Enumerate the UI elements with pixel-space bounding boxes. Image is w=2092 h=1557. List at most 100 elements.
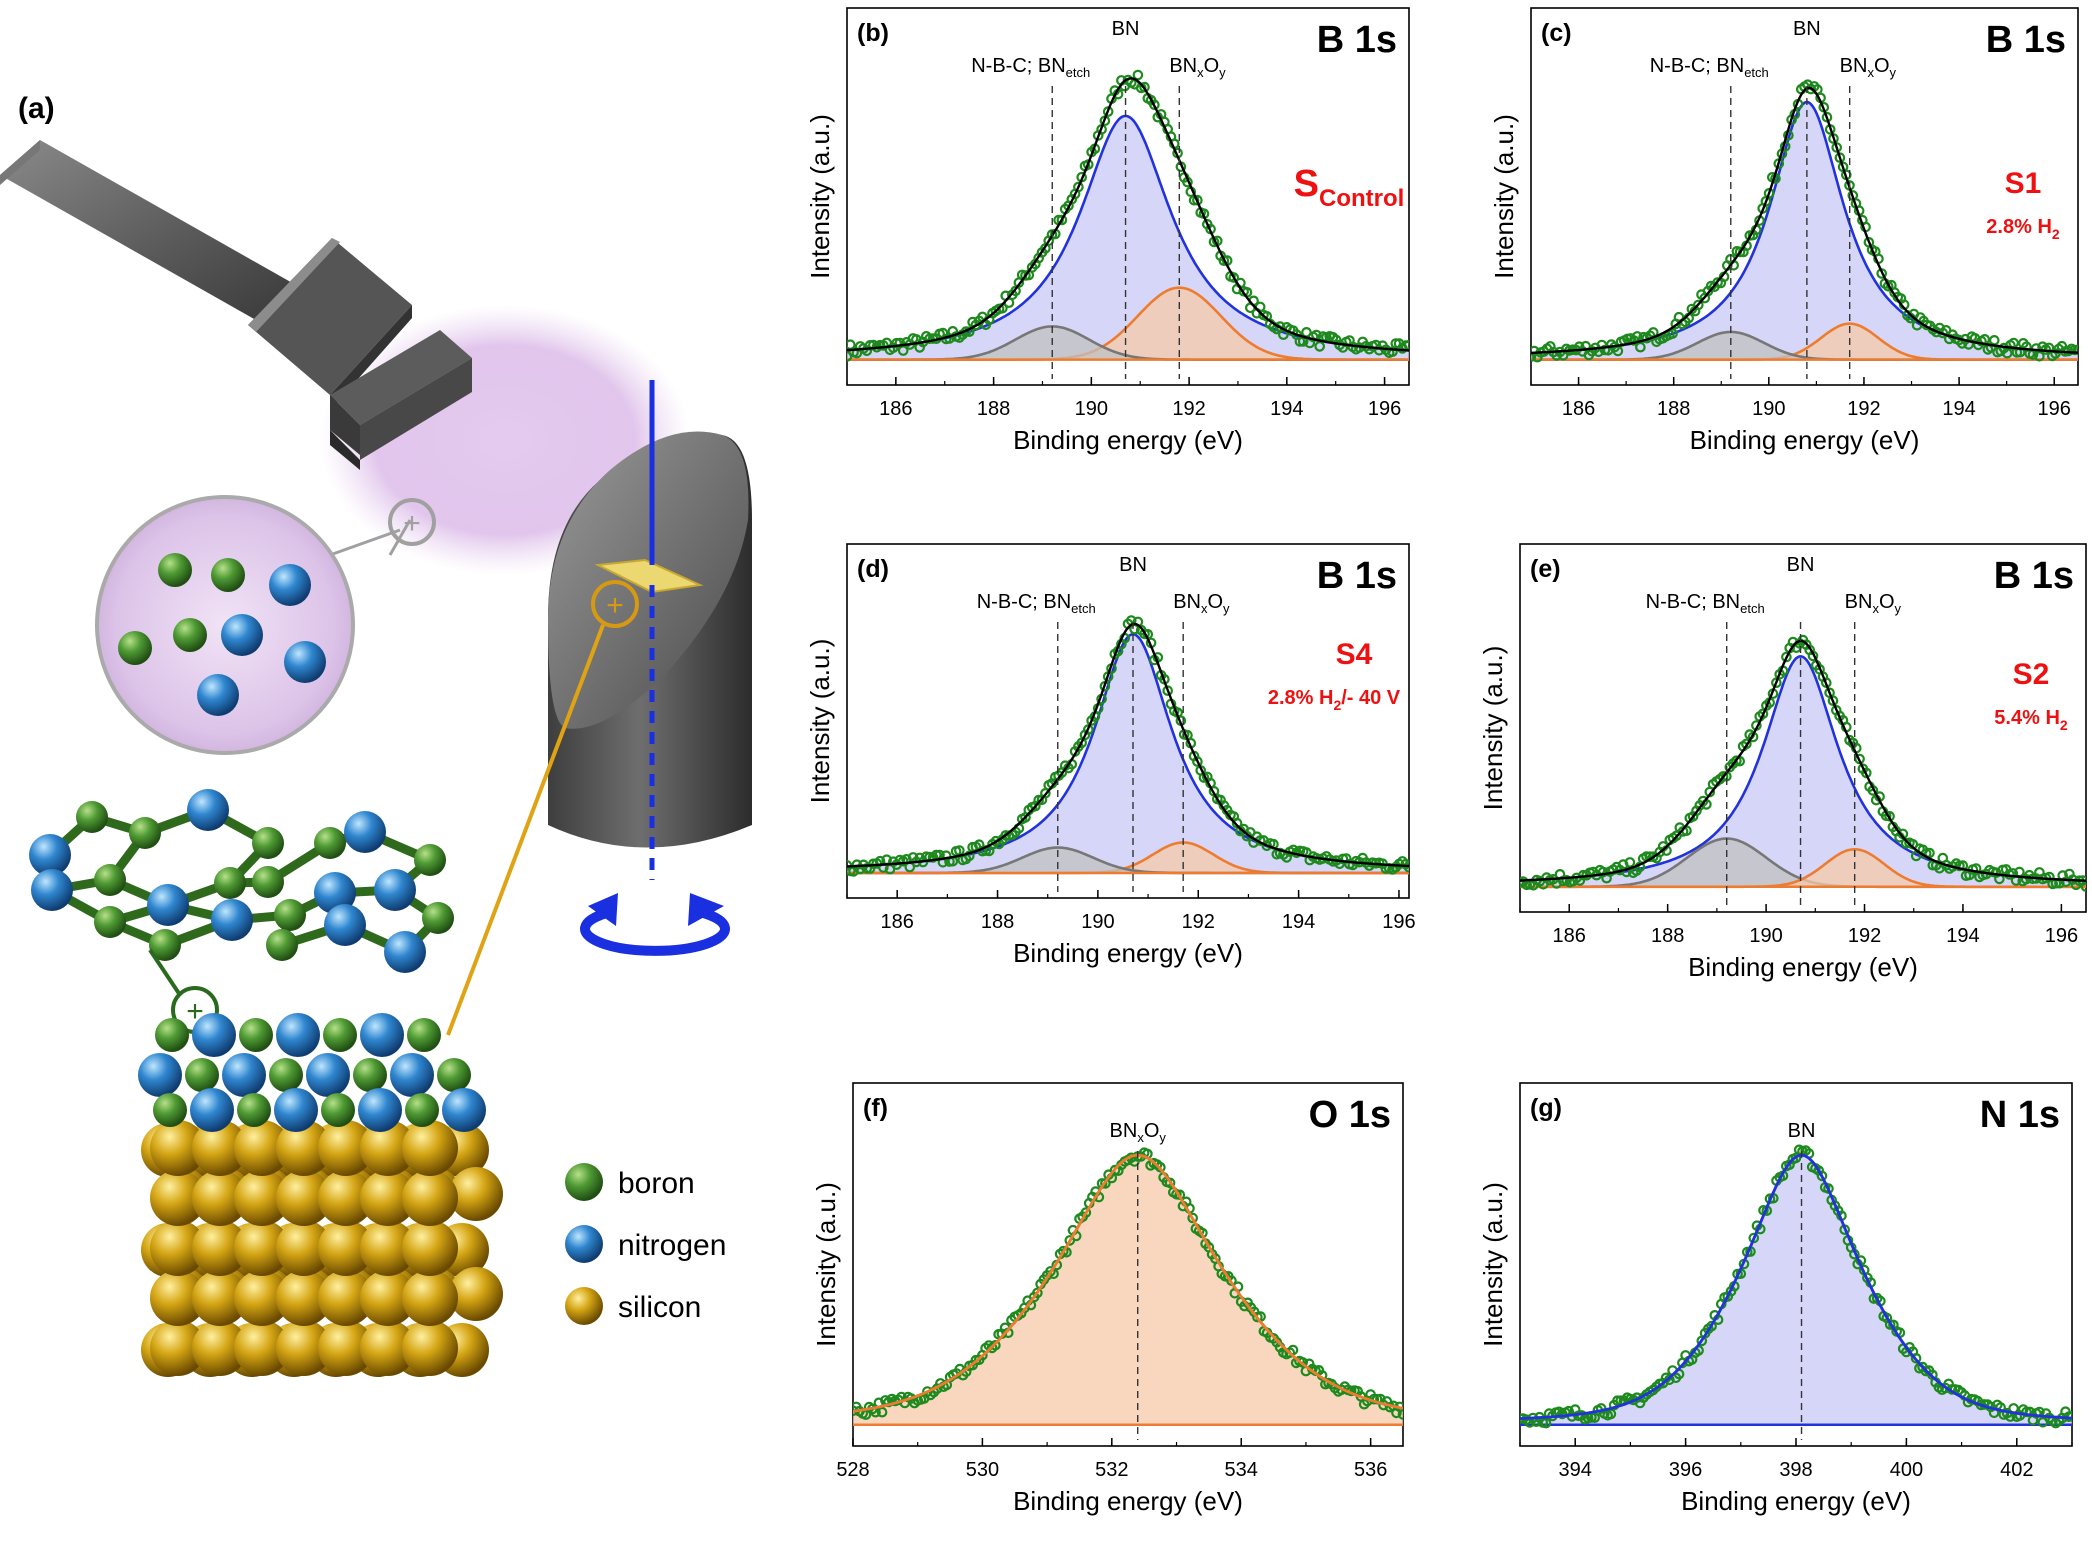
core-level-title: B 1s bbox=[1986, 19, 2066, 61]
peak-label-sub: x bbox=[1197, 65, 1204, 80]
condition-sub: 2 bbox=[2052, 226, 2060, 242]
data-point bbox=[1080, 1207, 1092, 1218]
component-fill bbox=[853, 1155, 1403, 1425]
peak-label-main: N-B-C; BN bbox=[971, 55, 1065, 77]
x-tick-label: 192 bbox=[1848, 925, 1881, 947]
x-tick-label: 194 bbox=[1942, 398, 1975, 420]
boron-atom bbox=[94, 864, 126, 896]
data-point bbox=[1192, 756, 1203, 767]
silicon-atom bbox=[192, 1320, 248, 1376]
envelope-fit bbox=[1520, 639, 2086, 882]
growth-condition: 2.8% H2/- 40 V bbox=[1268, 687, 1401, 713]
data-point bbox=[1741, 738, 1752, 750]
x-axis-label: Binding energy (eV) bbox=[1013, 425, 1243, 455]
boron-atom bbox=[158, 553, 192, 587]
x-axis-ticks: 186 188 190 192 194 196 bbox=[846, 377, 1401, 420]
data-point bbox=[1816, 1170, 1828, 1182]
condition-main: 2.8% H bbox=[1986, 216, 2052, 238]
silicon-atom bbox=[402, 1120, 458, 1176]
x-tick-label: 530 bbox=[966, 1459, 999, 1481]
chart-g: 394 396 398 400 402 Binding energy (eV) Intens… bbox=[1478, 1082, 2073, 1516]
data-point bbox=[1403, 339, 1409, 351]
plot-area bbox=[1520, 1144, 2072, 1429]
nitrogen-atom bbox=[222, 1053, 266, 1097]
x-tick-label: 192 bbox=[1172, 398, 1205, 420]
component-fill bbox=[1531, 102, 2078, 360]
boron-atom bbox=[407, 1018, 441, 1052]
data-points bbox=[1520, 1144, 2072, 1429]
data-point bbox=[1149, 99, 1160, 111]
peak-label-main: BN bbox=[1169, 55, 1197, 77]
silicon-atom bbox=[192, 1170, 248, 1226]
x-tick-label: 196 bbox=[2045, 925, 2078, 947]
condition-sub: 2 bbox=[1333, 697, 1341, 713]
data-point bbox=[1403, 862, 1409, 873]
boron-atom bbox=[252, 827, 284, 859]
component-fill bbox=[1531, 323, 2078, 360]
nitrogen-atom bbox=[138, 1053, 182, 1097]
boron-atom bbox=[149, 929, 181, 961]
sample-name-main: S4 bbox=[1336, 638, 1373, 671]
x-tick-label: 188 bbox=[977, 398, 1010, 420]
silicon-atom bbox=[192, 1120, 248, 1176]
boron-atom bbox=[155, 1018, 189, 1052]
nitrogen-atom bbox=[306, 1053, 350, 1097]
core-level-title: B 1s bbox=[1317, 19, 1397, 61]
nitrogen-legend-swatch bbox=[565, 1225, 603, 1263]
peak-label-main: N-B-C; BN bbox=[977, 591, 1071, 613]
data-point bbox=[1162, 685, 1173, 696]
x-tick-label: 194 bbox=[1270, 398, 1303, 420]
x-tick-label: 394 bbox=[1559, 1459, 1592, 1481]
nitrogen-atom bbox=[284, 641, 326, 683]
sample-name: SControl bbox=[1294, 163, 1405, 212]
x-tick-label: 194 bbox=[1946, 925, 1979, 947]
boron-atom bbox=[94, 906, 126, 938]
envelope-fit bbox=[1531, 86, 2078, 355]
boron-atom bbox=[314, 827, 346, 859]
lattice-connector bbox=[148, 948, 182, 997]
peak-label: N-B-C; BNetch bbox=[971, 55, 1090, 80]
silicon-atom bbox=[150, 1220, 206, 1276]
x-tick-label: 192 bbox=[1182, 911, 1215, 933]
silicon-atom bbox=[402, 1320, 458, 1376]
peak-label: BNxOy bbox=[1840, 55, 1897, 80]
peak-label: N-B-C; BNetch bbox=[1646, 591, 1765, 616]
x-tick-label: 190 bbox=[1081, 911, 1114, 933]
peak-label-tail: O bbox=[1204, 55, 1220, 77]
boron-atom bbox=[252, 866, 284, 898]
envelope-fit bbox=[1520, 1153, 2072, 1420]
x-axis-label: Binding energy (eV) bbox=[1013, 938, 1243, 968]
peak-label: BN bbox=[1793, 18, 1821, 40]
hbn-lattice bbox=[29, 789, 454, 973]
boron-atom bbox=[185, 1058, 219, 1092]
peak-label: N-B-C; BNetch bbox=[1650, 55, 1769, 80]
component-fill bbox=[847, 116, 1409, 360]
x-tick-label: 190 bbox=[1752, 398, 1785, 420]
data-point bbox=[1631, 331, 1643, 342]
peak-label-sub2: y bbox=[1895, 601, 1902, 616]
sample-name-main: S2 bbox=[2013, 658, 2050, 691]
x-tick-label: 190 bbox=[1075, 398, 1108, 420]
silicon-atom bbox=[318, 1270, 374, 1326]
nitrogen-atom bbox=[314, 872, 356, 914]
silicon-atom bbox=[234, 1120, 290, 1176]
peak-label-main: BN bbox=[1840, 55, 1868, 77]
component-fill bbox=[1520, 656, 2086, 887]
peak-label-sub: x bbox=[1137, 1130, 1144, 1145]
silicon-atom bbox=[402, 1270, 458, 1326]
peak-label-main: BN bbox=[1112, 18, 1140, 40]
substrate-chip bbox=[594, 558, 704, 594]
xps-panels: 186 188 190 192 194 196 Binding energy (eV) Int… bbox=[805, 7, 2087, 1516]
x-tick-label: 192 bbox=[1847, 398, 1880, 420]
silicon-legend-swatch bbox=[565, 1287, 603, 1325]
nitrogen-atom bbox=[274, 1088, 318, 1132]
boron-atom bbox=[405, 1093, 439, 1127]
data-point bbox=[1100, 1178, 1111, 1189]
data-point bbox=[1624, 857, 1636, 868]
silicon-atom bbox=[360, 1320, 416, 1376]
nitrogen-atom bbox=[221, 614, 263, 656]
silicon-atom bbox=[150, 1270, 206, 1326]
boron-atom bbox=[353, 1058, 387, 1092]
boron-atom bbox=[266, 929, 298, 961]
data-point bbox=[1834, 152, 1846, 163]
